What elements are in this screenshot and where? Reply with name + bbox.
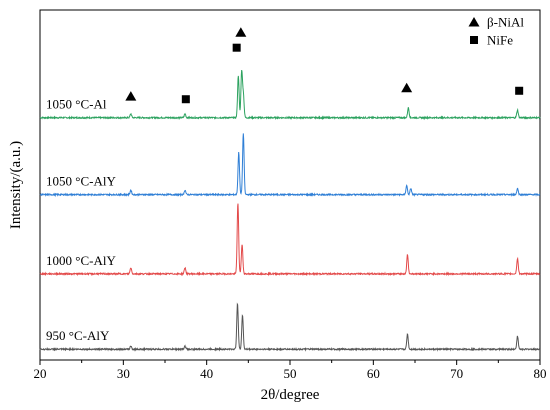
legend-square-icon — [470, 36, 478, 44]
x-tick-label: 80 — [534, 366, 547, 381]
x-tick-label: 30 — [117, 366, 130, 381]
series-label: 1000 °C-AlY — [46, 253, 116, 268]
series-line — [39, 302, 541, 352]
x-tick-label: 20 — [34, 366, 47, 381]
y-axis-title: Intensity/(a.u.) — [8, 141, 24, 229]
series-line — [39, 203, 541, 277]
x-tick-label: 50 — [284, 366, 297, 381]
legend-triangle-icon — [468, 17, 480, 27]
legend-label: NiFe — [487, 33, 513, 48]
series-line — [39, 69, 541, 121]
x-axis-title: 2θ/degree — [261, 387, 320, 403]
series-label: 1050 °C-AlY — [46, 174, 116, 189]
phase-marker-layer — [125, 27, 524, 104]
axis-layer: 20 30 40 50 60 70 80 — [34, 9, 547, 381]
series-label: 950 °C-AlY — [46, 328, 110, 343]
x-tick-label: 60 — [367, 366, 380, 381]
square-marker-icon — [181, 95, 190, 104]
triangle-marker-icon — [125, 91, 137, 101]
square-marker-icon — [515, 86, 524, 95]
square-marker-icon — [232, 43, 241, 52]
series-layer: 1050 °C-Al 1050 °C-AlY 1000 °C-AlY 950 °C-A… — [39, 69, 541, 352]
legend: β-NiAl NiFe — [468, 15, 524, 48]
series-line — [39, 133, 541, 198]
x-tick-label: 70 — [450, 366, 463, 381]
series-label: 1050 °C-Al — [46, 97, 107, 112]
triangle-marker-icon — [235, 27, 247, 37]
legend-label: β-NiAl — [487, 15, 524, 30]
triangle-marker-icon — [401, 82, 413, 93]
x-tick-label: 40 — [200, 366, 213, 381]
